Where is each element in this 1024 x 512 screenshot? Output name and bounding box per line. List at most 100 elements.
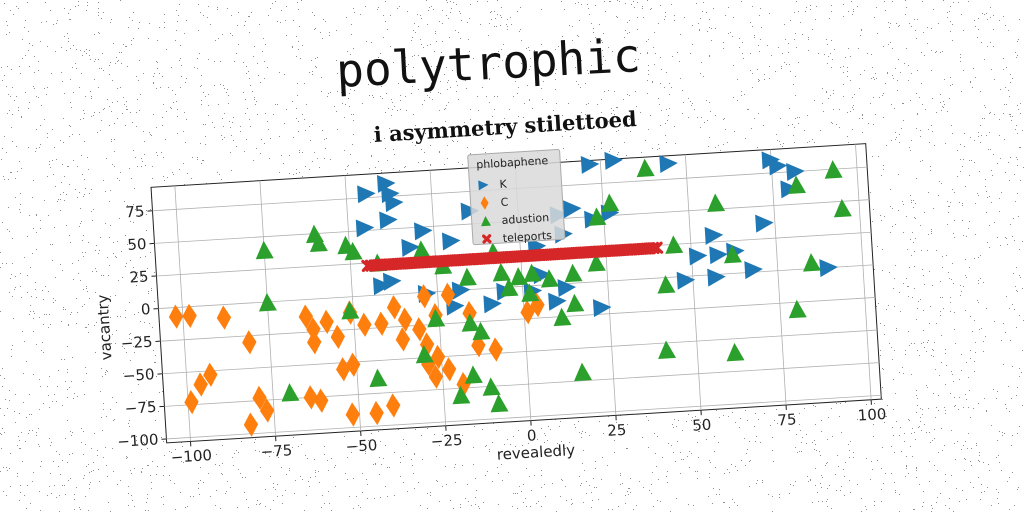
data-point-K xyxy=(557,279,577,298)
data-point-adustion xyxy=(665,235,684,254)
grid-line-y xyxy=(166,394,882,440)
data-point-adustion xyxy=(341,300,360,320)
data-point-K xyxy=(372,277,392,296)
tick-labels: −100 −75 −50 −25 0 25 50 75 100 −100 −75 −50 −25 0 25 5… xyxy=(117,202,887,466)
data-point-adustion xyxy=(707,193,726,213)
data-point-K xyxy=(401,238,420,257)
data-point-K xyxy=(780,180,799,199)
data-point-adustion xyxy=(601,193,620,212)
series-teleports xyxy=(361,241,664,273)
data-point-C xyxy=(184,389,199,415)
data-point-K xyxy=(355,219,375,238)
data-point-C xyxy=(397,307,413,332)
data-point-adustion xyxy=(553,307,572,327)
x-tick-label: 0 xyxy=(526,426,537,445)
x-tick-label: −100 xyxy=(170,446,212,466)
data-point-C xyxy=(430,344,446,370)
data-point-adustion xyxy=(588,207,607,226)
data-point-adustion xyxy=(726,342,745,362)
data-point-C xyxy=(412,317,427,342)
legend-label-adustion: adustion xyxy=(501,211,549,227)
data-point-adustion xyxy=(833,198,852,218)
data-point-C xyxy=(216,305,232,330)
grid-line-y xyxy=(160,297,876,342)
data-point-C xyxy=(168,304,184,329)
data-point-K xyxy=(676,271,696,290)
x-tick-label: −25 xyxy=(430,431,463,451)
data-point-C xyxy=(330,324,346,349)
data-point-K xyxy=(786,163,805,181)
data-point-C xyxy=(306,317,321,342)
legend-label-C: C xyxy=(500,196,509,209)
data-point-adustion xyxy=(482,377,501,396)
y-axis-label: vacantry xyxy=(94,294,116,361)
data-point-adustion xyxy=(344,241,363,261)
data-point-adustion xyxy=(415,344,434,364)
data-point-K xyxy=(604,151,623,170)
data-point-C xyxy=(252,385,267,411)
data-point-adustion xyxy=(492,262,511,282)
data-point-K xyxy=(580,155,600,174)
x-axis-label: revealedly xyxy=(496,441,575,464)
data-point-adustion xyxy=(723,244,742,264)
legend-marker-K xyxy=(478,180,489,191)
data-point-K xyxy=(707,268,726,287)
data-point-K xyxy=(357,185,376,204)
grid-line-x xyxy=(770,149,787,405)
data-point-C xyxy=(386,295,402,320)
data-points xyxy=(168,151,852,437)
y-tick-label: 75 xyxy=(125,202,145,221)
y-tick-label: 0 xyxy=(140,300,151,319)
data-point-adustion xyxy=(824,160,843,179)
grid-line-x xyxy=(684,154,702,411)
legend-marker-teleports xyxy=(482,234,492,244)
data-point-C xyxy=(462,300,477,326)
y-tick-label: 50 xyxy=(127,235,147,254)
data-point-K xyxy=(451,281,471,300)
legend-title: phlobaphene xyxy=(476,154,549,171)
data-point-C xyxy=(203,362,218,387)
data-point-teleports xyxy=(646,241,660,255)
data-point-K xyxy=(562,200,582,219)
data-point-C xyxy=(357,312,372,337)
data-point-adustion xyxy=(523,263,542,283)
grid-line-x xyxy=(599,159,617,416)
data-point-C xyxy=(345,402,360,427)
data-point-C xyxy=(416,284,432,309)
data-point-C xyxy=(374,311,389,336)
y-tick-label: −25 xyxy=(120,333,153,353)
data-point-adustion xyxy=(458,267,477,287)
data-point-C xyxy=(259,398,275,423)
data-point-teleports xyxy=(650,241,664,255)
data-point-K xyxy=(688,247,708,266)
data-point-K xyxy=(755,214,774,233)
series-adustion xyxy=(255,158,852,413)
x-tick-label: 100 xyxy=(857,405,887,425)
data-point-adustion xyxy=(788,299,807,319)
data-point-C xyxy=(345,352,361,377)
grid-line-x xyxy=(855,144,872,400)
data-point-C xyxy=(395,327,411,352)
data-point-adustion xyxy=(490,393,509,413)
legend-marker-C xyxy=(480,196,489,210)
data-point-K xyxy=(384,194,404,213)
y-tick-label: −100 xyxy=(117,430,159,450)
data-point-C xyxy=(336,357,351,382)
data-point-adustion xyxy=(788,175,807,195)
data-point-K xyxy=(379,211,398,230)
data-point-adustion xyxy=(510,267,529,286)
legend-marker-adustion xyxy=(481,215,492,227)
data-point-K xyxy=(483,295,502,314)
y-tick-label: −50 xyxy=(122,365,155,385)
x-tick-label: −75 xyxy=(260,441,293,461)
grid-line-x xyxy=(429,170,447,426)
data-point-adustion xyxy=(658,340,677,360)
data-point-K xyxy=(709,246,728,265)
data-point-adustion xyxy=(803,253,822,272)
data-point-adustion xyxy=(464,365,483,384)
data-point-C xyxy=(456,371,471,397)
data-point-adustion xyxy=(412,240,431,259)
chart-subtitle: i asymmetry stilettoed xyxy=(373,106,638,147)
data-point-adustion xyxy=(369,368,388,388)
